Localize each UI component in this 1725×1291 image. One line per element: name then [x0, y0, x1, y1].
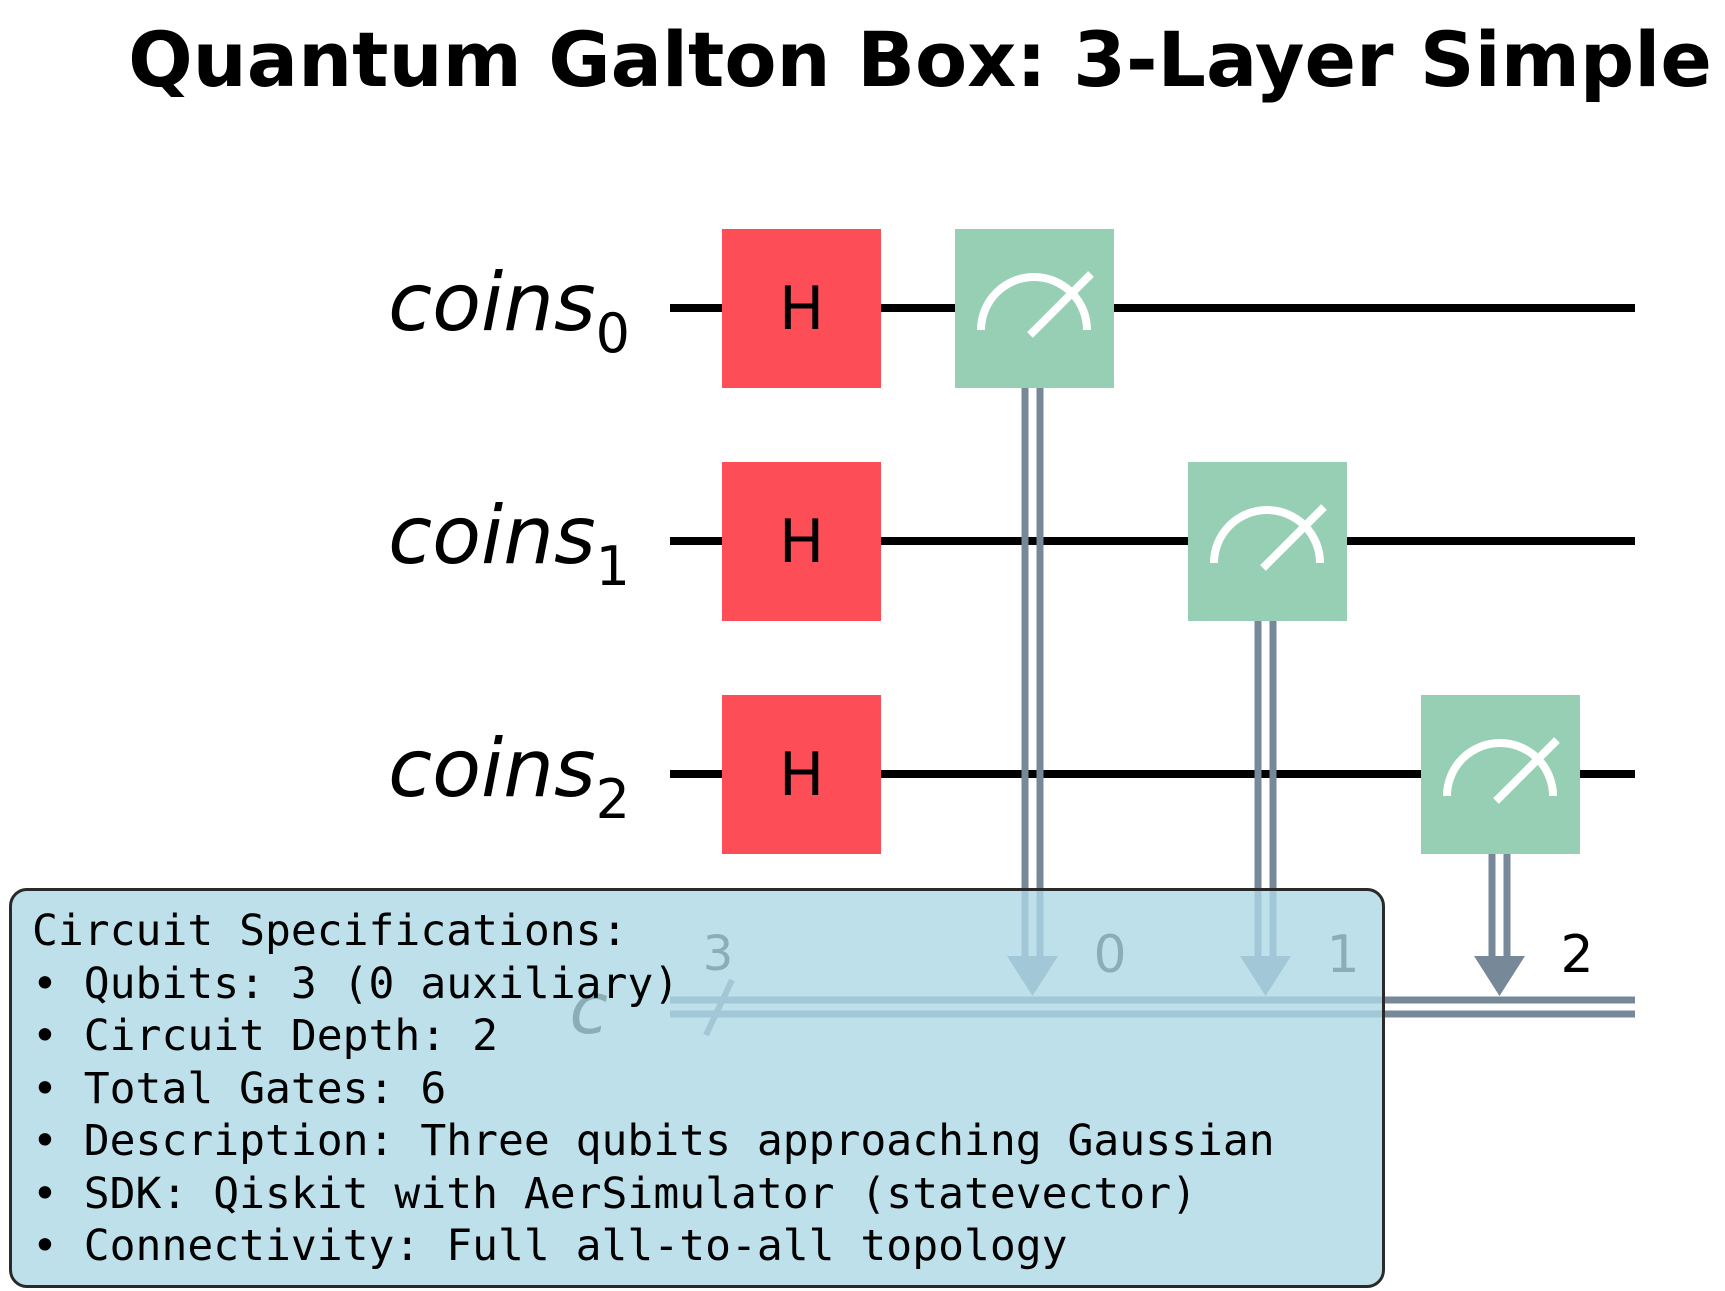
spec-item-connectivity: • Connectivity: Full all-to-all topology — [32, 1221, 1068, 1271]
measure-connector-2 — [1474, 854, 1525, 996]
h-gate-0: H — [722, 229, 881, 388]
measure-gate-2 — [1421, 695, 1580, 854]
diagram-title: Quantum Galton Box: 3-Layer Simple — [128, 15, 1712, 104]
h-gate-2: H — [722, 695, 881, 854]
qubit-label-2: coins2 — [388, 722, 630, 831]
spec-item-sdk: • SDK: Qiskit with AerSimulator (stateve… — [32, 1168, 1197, 1219]
qubit-label-1-name: coins — [388, 489, 596, 582]
meter-icon — [977, 273, 1091, 331]
spec-item-qubits: • Qubits: 3 (0 auxiliary) — [32, 958, 680, 1009]
spec-item-description: • Description: Three qubits approaching … — [32, 1116, 1275, 1166]
qubit-label-0: coins0 — [388, 256, 630, 365]
specs-heading: Circuit Specifications: — [32, 906, 628, 956]
meter-icon — [1210, 506, 1324, 564]
h-gate-1: H — [722, 462, 881, 621]
clbit-index-2: 2 — [1560, 925, 1593, 985]
measure-gate-1 — [1188, 462, 1347, 621]
spec-item-gates: • Total Gates: 6 — [32, 1063, 447, 1114]
qubit-label-0-index: 0 — [596, 302, 630, 365]
qubit-label-2-name: coins — [388, 722, 596, 815]
qubit-label-1-index: 1 — [596, 535, 630, 598]
qubit-label-0-name: coins — [388, 256, 596, 349]
qubit-label-1: coins1 — [388, 489, 630, 598]
spec-item-depth: • Circuit Depth: 2 — [32, 1011, 498, 1061]
meter-icon — [1443, 739, 1557, 797]
h-gate-1-label: H — [779, 507, 824, 577]
qubit-label-2-index: 2 — [596, 768, 630, 831]
h-gate-0-label: H — [779, 274, 824, 344]
circuit-specifications-box: Circuit Specifications: • Qubits: 3 (0 a… — [9, 888, 1385, 1288]
measure-gate-0 — [955, 229, 1114, 388]
h-gate-2-label: H — [779, 740, 824, 810]
